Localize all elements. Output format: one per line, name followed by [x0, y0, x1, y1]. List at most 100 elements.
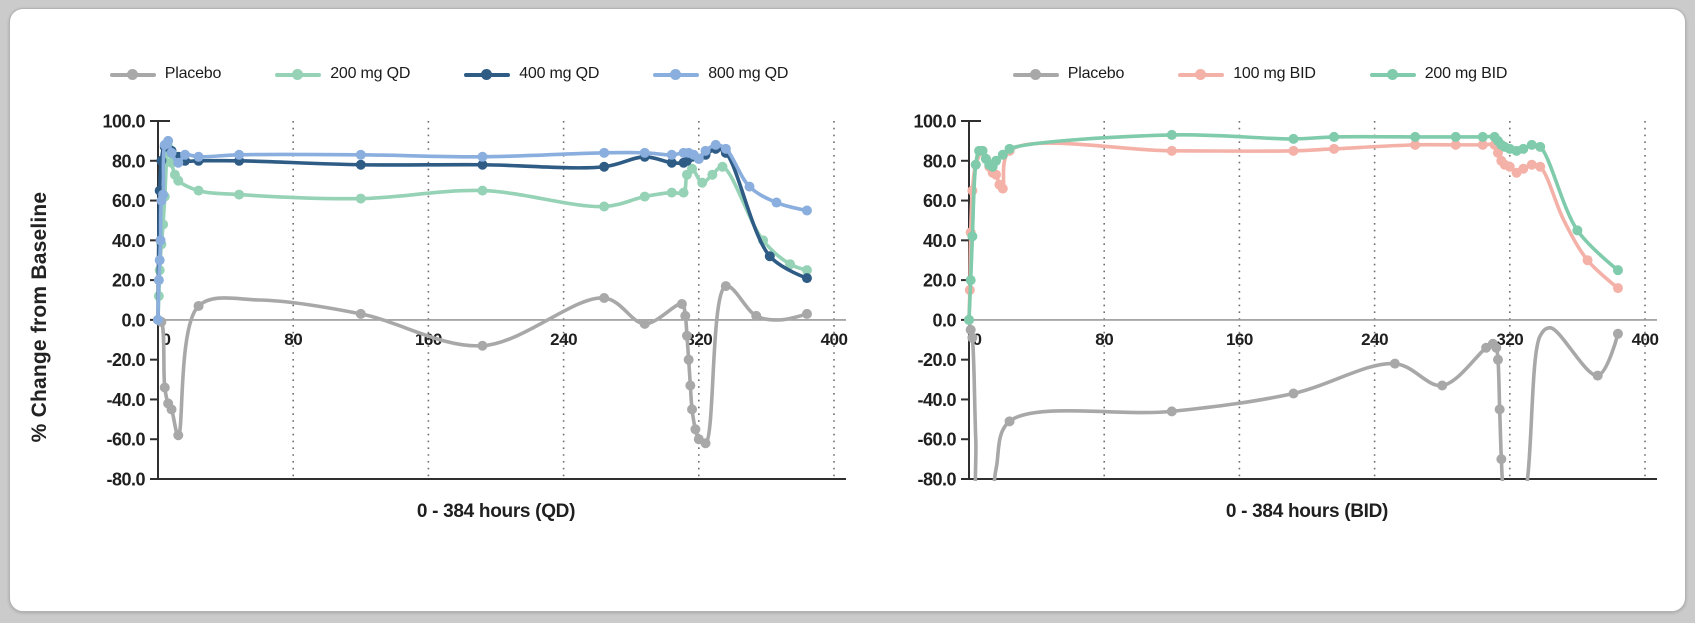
data-point: [680, 310, 691, 321]
data-point: [599, 161, 610, 172]
x-axis-title: 0 - 384 hours (BID): [1226, 501, 1388, 522]
chart-qd: 100.0 80.0 60.0 40.0 20.0 0.0 -20.0 -40.0 -60.0 -…: [102, 112, 848, 523]
data-point: [965, 275, 976, 286]
data-point: [1491, 342, 1502, 353]
data-point: [1288, 388, 1299, 399]
legend-item-200-mg-qd: 200 mg QD: [275, 65, 410, 83]
data-point: [1450, 139, 1461, 150]
data-point: [965, 324, 976, 335]
data-point: [977, 145, 988, 156]
data-point: [967, 332, 978, 343]
data-point: [355, 308, 366, 319]
data-point: [678, 187, 689, 198]
data-point: [155, 235, 166, 246]
data-point: [707, 169, 718, 180]
data-point: [666, 187, 677, 198]
data-point: [970, 159, 981, 170]
data-point: [1592, 370, 1603, 381]
data-point: [1518, 143, 1529, 154]
y-tick-label: 60.0: [112, 191, 146, 211]
data-point: [700, 145, 711, 156]
y-tick-label: -80.0: [106, 470, 145, 490]
data-point: [166, 404, 177, 415]
data-point: [991, 155, 1002, 166]
y-tick-label: -40.0: [917, 390, 956, 410]
data-point: [1004, 416, 1015, 427]
data-point: [159, 382, 170, 393]
legend-line-marker-icon: [464, 68, 511, 80]
data-point: [771, 197, 782, 208]
data-point: [1498, 484, 1508, 494]
data-point: [717, 161, 728, 172]
data-point: [639, 318, 650, 329]
legend-line-marker-icon: [1178, 68, 1225, 80]
data-point: [173, 175, 184, 186]
data-point: [1526, 159, 1537, 170]
data-point: [193, 300, 204, 311]
data-point: [683, 354, 694, 365]
data-point: [158, 189, 169, 200]
data-point: [1166, 129, 1177, 140]
legend-qd: Placebo 200 mg QD 400 mg QD 800 mg QD: [46, 61, 852, 87]
y-tick-label: -60.0: [106, 430, 145, 450]
data-point: [1518, 163, 1529, 174]
y-tick-label: -20.0: [106, 350, 145, 370]
y-tick-label: -40.0: [106, 390, 145, 410]
legend-label: 100 mg BID: [1233, 65, 1316, 82]
data-point: [173, 430, 184, 441]
data-point: [477, 159, 488, 170]
x-tick-label: 320: [685, 330, 712, 349]
x-tick-label: 0: [973, 330, 982, 349]
data-point: [639, 191, 650, 202]
x-axis-title: 0 - 384 hours (QD): [417, 501, 575, 522]
data-point: [720, 143, 731, 154]
data-point: [785, 259, 796, 270]
legend-item-placebo: Placebo: [109, 65, 222, 83]
data-point: [1612, 265, 1623, 276]
data-point: [687, 404, 698, 415]
y-tick-label: -20.0: [917, 350, 956, 370]
data-point: [153, 275, 164, 286]
legend-item-400-mg-qd: 400 mg QD: [464, 65, 599, 83]
data-point: [1504, 161, 1515, 172]
data-point: [193, 185, 204, 196]
data-point: [1329, 131, 1340, 142]
series-line-placebo: [967, 318, 1620, 481]
data-point: [1389, 358, 1400, 369]
data-point: [599, 147, 610, 158]
data-point: [690, 424, 701, 435]
chart-card: % Change from Baseline Placebo 200 mg QD 4…: [9, 8, 1686, 612]
data-point: [693, 153, 704, 164]
data-point: [1582, 255, 1593, 266]
data-point: [697, 177, 708, 188]
y-tick-label: -80.0: [917, 470, 956, 490]
legend-bid: Placebo 100 mg BID 200 mg BID: [857, 61, 1663, 87]
data-point: [997, 183, 1008, 194]
data-point: [801, 205, 812, 216]
data-point: [1535, 161, 1546, 172]
data-point: [964, 314, 974, 325]
x-tick-label: 80: [284, 330, 302, 349]
data-point: [1410, 139, 1421, 150]
data-point: [1494, 404, 1505, 415]
legend-line-marker-icon: [1012, 68, 1059, 80]
legend-label: Placebo: [164, 65, 222, 82]
data-point: [687, 163, 698, 174]
data-point: [355, 193, 366, 204]
legend-item-800-mg-qd: 800 mg QD: [653, 65, 788, 83]
data-point: [1492, 354, 1503, 365]
y-tick-label: 40.0: [112, 231, 146, 251]
legend-line-marker-icon: [653, 68, 700, 80]
y-tick-label: 40.0: [923, 231, 957, 251]
x-tick-label: 80: [1095, 330, 1113, 349]
data-point: [1477, 139, 1488, 150]
data-point: [1288, 133, 1299, 144]
data-point: [720, 281, 731, 292]
data-point: [666, 149, 677, 160]
y-tick-label: 80.0: [112, 151, 146, 171]
y-tick-label: 0.0: [121, 310, 145, 330]
data-point: [801, 308, 812, 319]
y-tick-label: 60.0: [923, 191, 957, 211]
data-point: [1572, 225, 1583, 236]
legend-label: 400 mg QD: [519, 65, 600, 82]
